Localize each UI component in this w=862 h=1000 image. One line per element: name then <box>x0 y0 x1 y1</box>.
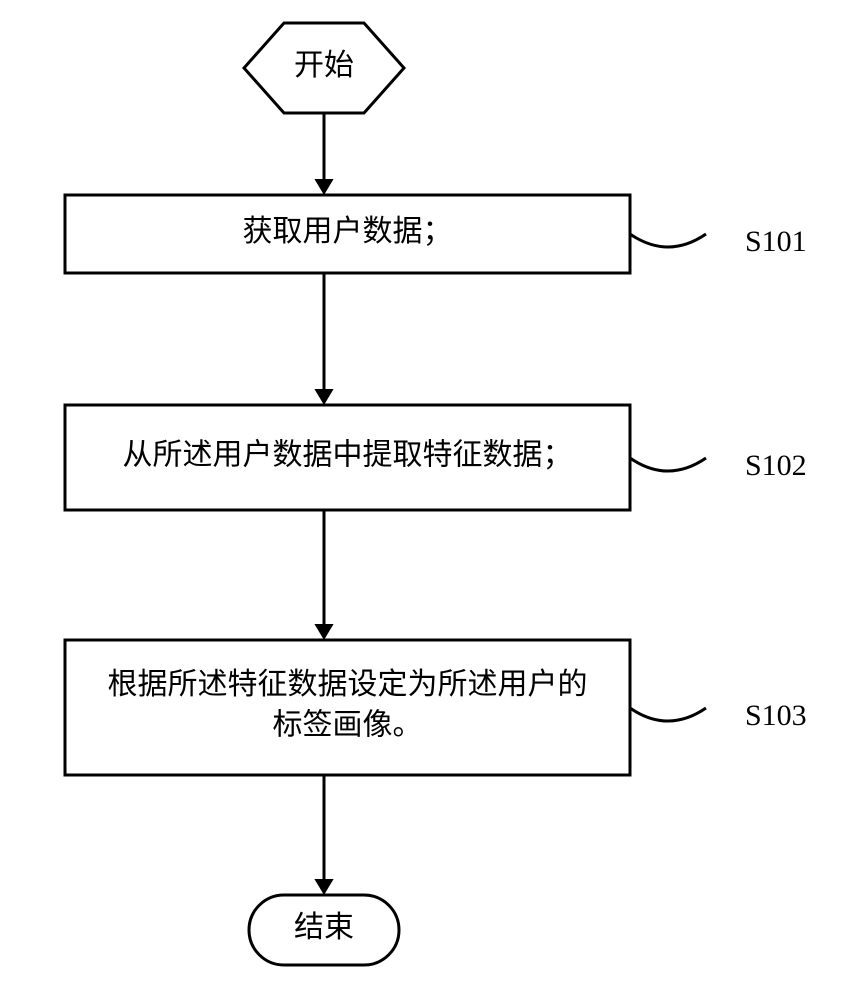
step-s102-connector <box>630 458 706 471</box>
step-s103-label: S103 <box>745 699 807 732</box>
step-s102-text: 从所述用户数据中提取特征数据； <box>123 438 573 471</box>
step-s103 <box>65 640 630 775</box>
step-s101-label: S101 <box>745 225 807 258</box>
end-label: 结束 <box>294 911 354 944</box>
step-s102-label: S102 <box>745 449 807 482</box>
step-s101-text: 获取用户数据； <box>243 215 453 248</box>
step-s103-text-line-0: 根据所述特征数据设定为所述用户的 <box>108 668 588 701</box>
step-s101-connector <box>630 234 706 247</box>
flowchart-canvas: 开始获取用户数据； S101 从所述用户数据中提取特征数据； S102 根据所述特征数据… <box>0 0 862 1000</box>
edge-1-arrowhead <box>314 389 333 405</box>
edge-0-arrowhead <box>314 179 333 195</box>
edge-3-arrowhead <box>314 879 333 895</box>
edge-2-arrowhead <box>314 624 333 640</box>
step-s103-connector <box>630 708 706 721</box>
start-label: 开始 <box>294 49 354 82</box>
step-s103-text-line-1: 标签画像。 <box>273 709 423 742</box>
